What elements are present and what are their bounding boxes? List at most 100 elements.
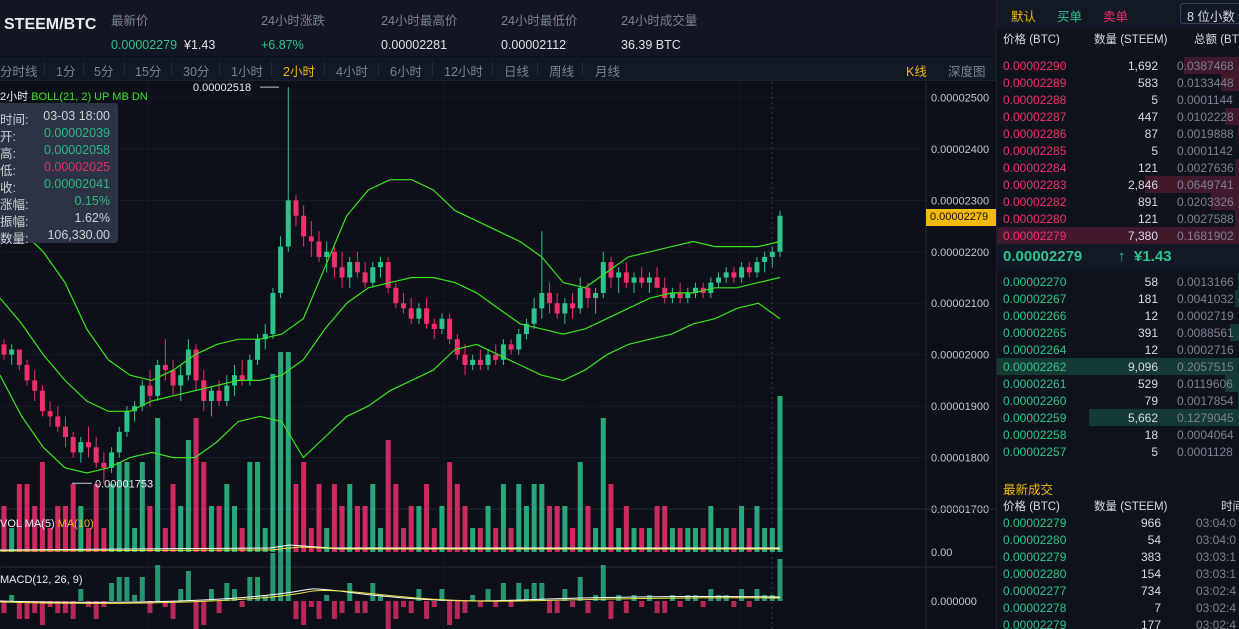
candle-body xyxy=(139,385,145,407)
trade-time: 03:04:0 xyxy=(1196,533,1237,547)
depth-bar xyxy=(1089,409,1239,426)
kline-view-button[interactable]: K线 xyxy=(906,65,927,79)
volume-bar xyxy=(208,506,214,552)
high-value: 0.00002281 xyxy=(381,38,448,52)
boll-upper-line xyxy=(0,179,781,382)
bid-row[interactable]: 0.00002270 58 0.0013166 xyxy=(997,273,1239,290)
volume-bar xyxy=(239,528,245,552)
depth-bar xyxy=(1220,74,1239,91)
interval-tab[interactable]: 1分 xyxy=(56,65,76,79)
candle-body xyxy=(101,462,107,468)
ask-price: 0.00002279 xyxy=(1003,229,1067,243)
interval-tab[interactable]: 5分 xyxy=(94,65,114,79)
ask-row[interactable]: 0.00002287 447 0.0102228 xyxy=(997,108,1239,125)
bid-qty: 79 xyxy=(1144,394,1158,408)
volume-bar xyxy=(777,396,783,552)
candle-body xyxy=(692,287,698,293)
bid-row[interactable]: 0.00002267 181 0.0041032 xyxy=(997,290,1239,307)
bid-row[interactable]: 0.00002259 5,662 0.1279045 xyxy=(997,409,1239,426)
ask-row[interactable]: 0.00002289 583 0.0133448 xyxy=(997,74,1239,91)
vol-axis-label: 0.00 xyxy=(931,547,952,559)
bid-row[interactable]: 0.00002262 9,096 0.2057515 xyxy=(997,358,1239,375)
volume-bar xyxy=(162,528,168,552)
interval-tab-active[interactable]: 2小时 xyxy=(283,65,315,79)
price-axis-label: 0.00002100 xyxy=(931,298,989,310)
volume-bar xyxy=(516,484,522,552)
bid-total: 0.0041032 xyxy=(1177,292,1234,306)
candle-body xyxy=(109,452,115,468)
bid-qty: 18 xyxy=(1144,428,1158,442)
bid-row[interactable]: 0.00002258 18 0.0004064 xyxy=(997,426,1239,443)
bid-row[interactable]: 0.00002264 12 0.0002716 xyxy=(997,341,1239,358)
tab-buy[interactable]: 买单 xyxy=(1057,10,1083,24)
volume-bar xyxy=(762,528,768,552)
volume-bar xyxy=(470,528,476,552)
decimals-select[interactable]: 8 位小数 ▾ xyxy=(1180,3,1239,24)
toolbar-divider xyxy=(44,62,45,76)
macd-bar xyxy=(616,595,622,601)
ask-row[interactable]: 0.00002285 5 0.0001142 xyxy=(997,142,1239,159)
depth-view-button[interactable]: 深度图 xyxy=(948,65,986,79)
bid-qty: 391 xyxy=(1137,326,1158,340)
interval-tab[interactable]: 月线 xyxy=(595,65,621,79)
volume-bar xyxy=(485,506,491,552)
toolbar-divider xyxy=(219,62,220,76)
bid-row[interactable]: 0.00002266 12 0.0002719 xyxy=(997,307,1239,324)
ask-row[interactable]: 0.00002279 7,380 0.1681902 xyxy=(997,227,1239,244)
volume-bar xyxy=(616,528,622,552)
bid-row[interactable]: 0.00002261 529 0.0119606 xyxy=(997,375,1239,392)
ask-row[interactable]: 0.00002288 5 0.0001144 xyxy=(997,91,1239,108)
trade-price: 0.00002279 xyxy=(1003,516,1067,530)
candle-body xyxy=(70,436,76,453)
trade-price: 0.00002280 xyxy=(1003,567,1067,581)
candle-body xyxy=(669,292,675,299)
volume-bar xyxy=(562,506,568,552)
trading-pair[interactable]: STEEM/BTC xyxy=(4,16,97,33)
ask-row[interactable]: 0.00002284 121 0.0027636 xyxy=(997,159,1239,176)
bid-price: 0.00002265 xyxy=(1003,326,1067,340)
volume-bar xyxy=(201,462,207,552)
bid-row[interactable]: 0.00002265 391 0.0088561 xyxy=(997,324,1239,341)
depth-bar xyxy=(1237,125,1239,142)
ask-row[interactable]: 0.00002283 2,846 0.0649741 xyxy=(997,176,1239,193)
trade-price: 0.00002277 xyxy=(1003,584,1067,598)
interval-tab[interactable]: 1小时 xyxy=(231,65,263,79)
tab-default[interactable]: 默认 xyxy=(1011,10,1037,24)
volume-bar xyxy=(308,528,314,552)
bid-row[interactable]: 0.00002260 79 0.0017854 xyxy=(997,392,1239,409)
volume-bar xyxy=(331,484,337,552)
volume-bar xyxy=(347,484,353,552)
interval-tab[interactable]: 6小时 xyxy=(390,65,422,79)
interval-tab[interactable]: 周线 xyxy=(549,65,575,79)
ask-total: 0.0133448 xyxy=(1177,76,1234,90)
macd-bar xyxy=(608,601,614,619)
ask-row[interactable]: 0.00002286 87 0.0019888 xyxy=(997,125,1239,142)
interval-tab[interactable]: 15分 xyxy=(135,65,162,79)
candle-body xyxy=(16,349,22,365)
chart-canvas[interactable]: 0.00002500 0.00002400 0.00002300 0.00002200… xyxy=(0,82,996,629)
volume-bar xyxy=(86,528,92,552)
bid-row[interactable]: 0.00002257 5 0.0001128 xyxy=(997,443,1239,460)
interval-tab[interactable]: 30分 xyxy=(183,65,210,79)
interval-tab[interactable]: 分时线 xyxy=(0,65,38,79)
interval-tab[interactable]: 日线 xyxy=(504,65,530,79)
macd-bar xyxy=(393,601,399,619)
ask-qty: 447 xyxy=(1137,110,1158,124)
interval-tab[interactable]: 12小时 xyxy=(444,65,483,79)
ask-row[interactable]: 0.00002282 891 0.0203326 xyxy=(997,193,1239,210)
candle-body xyxy=(162,364,168,371)
candle-body xyxy=(439,318,445,329)
interval-tab[interactable]: 4小时 xyxy=(336,65,368,79)
candle-body xyxy=(508,344,514,350)
macd-bar xyxy=(731,601,737,607)
ask-row[interactable]: 0.00002280 121 0.0027588 xyxy=(997,210,1239,227)
macd-bar xyxy=(285,547,291,601)
kline-chart[interactable]: 0.00002500 0.00002400 0.00002300 0.00002200… xyxy=(0,82,996,629)
volume-bar xyxy=(354,506,360,552)
vol-legend: VOL MA(5) MA(10) xyxy=(0,518,94,530)
macd-bar xyxy=(255,577,261,601)
macd-bar xyxy=(362,601,368,613)
tab-sell[interactable]: 卖单 xyxy=(1103,10,1129,24)
ask-row[interactable]: 0.00002290 1,692 0.0387468 xyxy=(997,57,1239,74)
candle-body xyxy=(516,334,522,350)
